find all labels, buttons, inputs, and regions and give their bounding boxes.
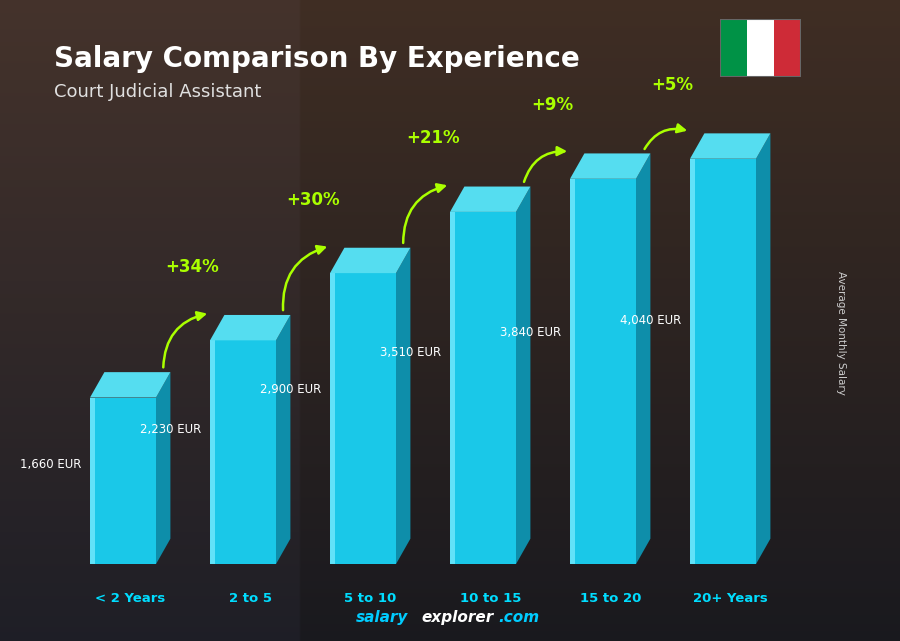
Polygon shape <box>570 179 574 564</box>
Text: 15 to 20: 15 to 20 <box>580 592 641 604</box>
Text: salary: salary <box>356 610 408 625</box>
Polygon shape <box>156 372 170 564</box>
Text: +21%: +21% <box>406 129 459 147</box>
Polygon shape <box>210 340 214 564</box>
Bar <box>774 19 801 77</box>
Polygon shape <box>690 133 770 159</box>
Text: 4,040 EUR: 4,040 EUR <box>620 314 681 328</box>
Bar <box>747 19 774 77</box>
Text: +9%: +9% <box>532 96 573 114</box>
Text: 10 to 15: 10 to 15 <box>460 592 521 604</box>
Text: .com: .com <box>499 610 540 625</box>
Polygon shape <box>690 159 756 564</box>
Text: Salary Comparison By Experience: Salary Comparison By Experience <box>54 45 580 73</box>
Text: Court Judicial Assistant: Court Judicial Assistant <box>54 83 261 101</box>
Polygon shape <box>330 273 396 564</box>
Polygon shape <box>210 315 291 340</box>
Text: 3,510 EUR: 3,510 EUR <box>381 346 442 360</box>
Text: +5%: +5% <box>652 76 694 94</box>
Polygon shape <box>570 153 651 179</box>
Polygon shape <box>90 397 94 564</box>
Text: Average Monthly Salary: Average Monthly Salary <box>836 271 847 395</box>
Polygon shape <box>516 187 530 564</box>
Text: +30%: +30% <box>286 190 339 208</box>
Text: 2 to 5: 2 to 5 <box>229 592 272 604</box>
Text: 2,230 EUR: 2,230 EUR <box>140 423 202 437</box>
Polygon shape <box>276 315 291 564</box>
Text: < 2 Years: < 2 Years <box>95 592 166 604</box>
Polygon shape <box>636 153 651 564</box>
Text: explorer: explorer <box>421 610 493 625</box>
Polygon shape <box>330 247 410 273</box>
Polygon shape <box>690 159 695 564</box>
Text: 2,900 EUR: 2,900 EUR <box>260 383 321 396</box>
Polygon shape <box>450 187 530 212</box>
Polygon shape <box>450 212 454 564</box>
Polygon shape <box>330 273 335 564</box>
Text: 5 to 10: 5 to 10 <box>344 592 396 604</box>
Polygon shape <box>210 340 276 564</box>
Text: 20+ Years: 20+ Years <box>693 592 768 604</box>
Bar <box>720 19 747 77</box>
Polygon shape <box>450 212 516 564</box>
Text: +34%: +34% <box>166 258 220 276</box>
Polygon shape <box>90 397 156 564</box>
Polygon shape <box>396 247 410 564</box>
Polygon shape <box>756 133 770 564</box>
Polygon shape <box>90 372 170 397</box>
Text: 1,660 EUR: 1,660 EUR <box>20 458 82 470</box>
Polygon shape <box>570 179 636 564</box>
Text: 3,840 EUR: 3,840 EUR <box>500 326 562 340</box>
